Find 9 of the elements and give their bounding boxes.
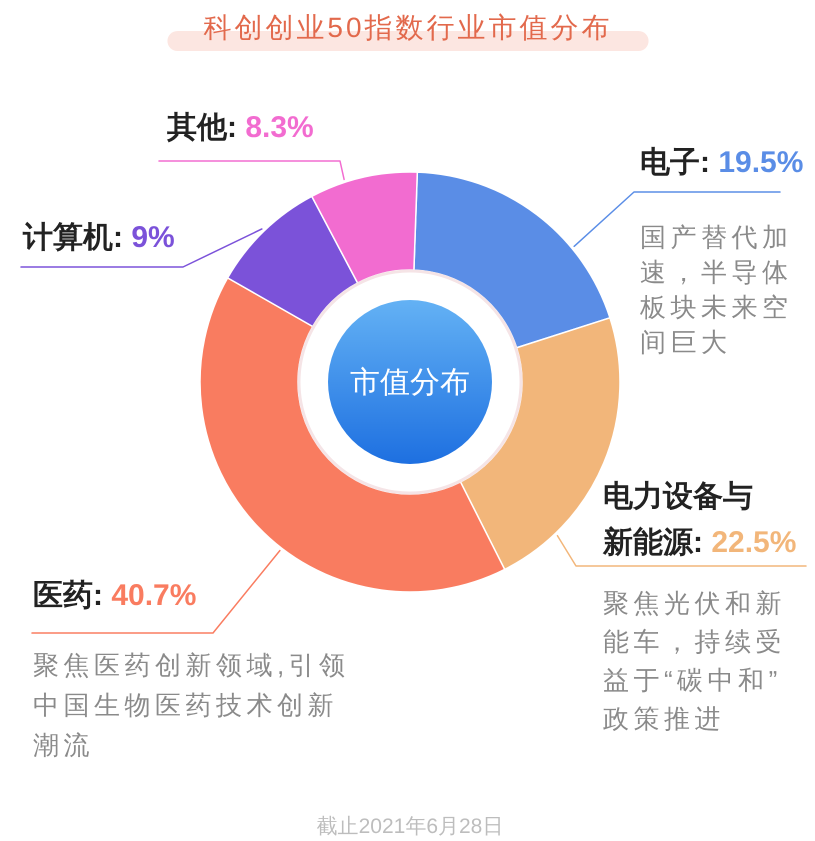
slice-label: 电子: 19.5% [640, 146, 804, 179]
center-label: 市值分布 [350, 366, 470, 399]
title: 科创创业50指数行业市值分布 [167, 12, 649, 51]
slice-label: 医药: 40.7% [33, 579, 196, 612]
slice-label: 计算机: 9% [22, 221, 175, 254]
chart-title: 科创创业50指数行业市值分布 [203, 12, 613, 43]
slice-label: 电力设备与新能源: 22.5% [602, 480, 796, 559]
source: 截止2021年6月28日 [316, 815, 504, 838]
slice-label: 其他: 8.3% [166, 111, 314, 144]
